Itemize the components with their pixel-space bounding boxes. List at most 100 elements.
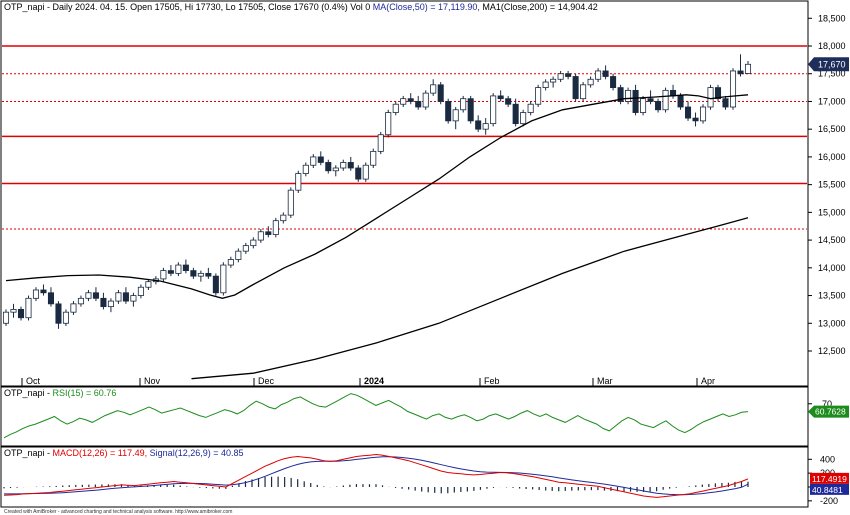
price-tick-label: 18,000 (818, 41, 846, 51)
candle (452, 107, 459, 130)
candle (497, 90, 504, 102)
moving-averages (5, 94, 749, 380)
rsi-pane (0, 386, 809, 447)
candle (250, 237, 257, 249)
macd-header: OTP_napi - MACD(12,26) = 117.49, Signal(… (4, 448, 244, 458)
candle (385, 109, 392, 138)
candle (535, 84, 542, 107)
candle (130, 292, 137, 307)
candle (55, 301, 62, 329)
candle (422, 90, 429, 110)
candle (310, 154, 317, 168)
candle (175, 262, 182, 277)
candle (527, 101, 534, 116)
price-axis: 12,500 13,000 13,500 14,000 14,500 15,000 15,5… (808, 13, 849, 356)
candle (182, 259, 189, 274)
candle (242, 242, 249, 254)
candle (32, 287, 40, 302)
price-tick-label: 15,000 (818, 207, 846, 217)
candle (280, 212, 287, 224)
macd-tick-label: 400 (820, 454, 835, 464)
candle (227, 256, 234, 268)
candle (640, 95, 647, 116)
candle (445, 98, 452, 124)
date-tick-label: Feb (484, 376, 500, 386)
candle (77, 295, 84, 307)
signal-value-badge (810, 483, 849, 495)
candle (167, 265, 174, 277)
candle (347, 156, 354, 171)
candle (47, 287, 54, 307)
candle (25, 295, 32, 321)
date-tick-label: Oct (26, 376, 41, 386)
candle (302, 162, 309, 177)
footer-credit: Created with AmiBroker - advanced charti… (4, 509, 232, 515)
price-tick-label: 14,500 (818, 235, 846, 245)
rsi-value-label: 60.7628 (815, 407, 846, 417)
candle (355, 165, 362, 182)
candle (557, 70, 564, 83)
candle (475, 115, 482, 132)
candle (437, 82, 444, 105)
signal-value-label: 40.8481 (812, 485, 843, 495)
candle (685, 101, 692, 121)
candle (235, 248, 242, 263)
candle (362, 162, 369, 182)
price-tick-label: 18,500 (818, 13, 846, 23)
horizontal-levels (2, 45, 807, 230)
price-pane (0, 0, 809, 387)
candle (107, 298, 114, 313)
macd-value-badge (810, 472, 849, 484)
candle (407, 93, 414, 105)
price-tick-label: 16,000 (818, 152, 846, 162)
price-tick-label: 16,500 (818, 124, 846, 134)
price-tick-label: 13,000 (818, 318, 846, 328)
ma-line-MA1(Close,200) (191, 217, 749, 380)
candle (707, 84, 714, 110)
candle (332, 165, 339, 177)
candle (70, 301, 77, 315)
candle (160, 267, 167, 282)
candle (744, 60, 752, 74)
candle (295, 170, 302, 193)
candle (692, 112, 699, 127)
candle (430, 79, 437, 96)
candle (415, 95, 422, 110)
candle (85, 290, 92, 302)
macd-value-label: 117.4919 (812, 474, 847, 484)
candle (467, 95, 474, 124)
date-tick-label: Apr (701, 376, 715, 386)
candle (325, 159, 332, 174)
candle (490, 93, 497, 127)
candle (137, 284, 144, 299)
candle (737, 54, 744, 77)
date-tick-label: Mar (597, 376, 613, 386)
candle (220, 262, 227, 296)
price-tick-label: 12,500 (818, 346, 846, 356)
date-tick-label: Dec (258, 376, 275, 386)
price-tick-label: 14,000 (818, 263, 846, 273)
candle (580, 82, 587, 102)
candle (625, 87, 632, 105)
candle (722, 95, 729, 110)
candle (617, 84, 624, 105)
candle (482, 118, 489, 135)
macd-tick-label: -200 (820, 496, 838, 506)
candle (400, 95, 407, 107)
date-tick-label: Nov (144, 376, 161, 386)
candle (677, 93, 684, 110)
price-tick-label: 17,000 (818, 96, 846, 106)
candle (377, 131, 384, 155)
candle (17, 306, 25, 321)
candle (2, 309, 10, 327)
candle (550, 76, 557, 88)
price-tick-label: 15,500 (818, 180, 846, 190)
candle (40, 284, 47, 296)
candle (10, 303, 17, 318)
candle (729, 68, 737, 110)
candle (190, 267, 197, 279)
candle (587, 76, 594, 88)
last-price-label: 17,670 (818, 59, 846, 69)
